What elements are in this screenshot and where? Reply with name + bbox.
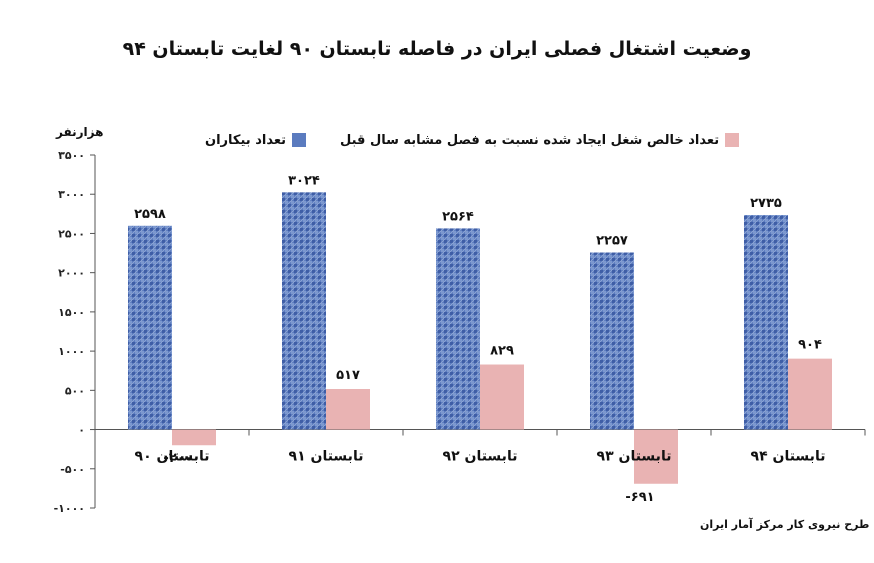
bar-net-jobs xyxy=(480,364,524,430)
data-label-unemployed: ۲۲۵۷ xyxy=(596,234,628,249)
data-label-net-jobs: ۵۱۷ xyxy=(336,368,360,383)
legend-item-unemployed: تعداد بیکاران xyxy=(205,131,307,149)
y-tick-label: ۰ xyxy=(78,424,85,437)
y-tick-label: ۳۰۰۰ xyxy=(58,188,85,201)
bar-unemployed xyxy=(128,225,172,430)
x-category-label: تابستان ۹۰ xyxy=(135,449,210,465)
y-axis-unit: هزارنفر xyxy=(56,125,104,139)
y-tick-label: ۳۵۰۰ xyxy=(58,149,85,162)
bar-net-jobs xyxy=(634,429,678,484)
bar-net-jobs xyxy=(172,429,216,446)
data-label-unemployed: ۲۵۹۸ xyxy=(134,207,166,222)
y-tick-label: -۱۰۰۰ xyxy=(54,502,85,515)
bar-unemployed xyxy=(744,215,788,430)
bar-unemployed xyxy=(282,192,326,430)
data-label-net-jobs: ۸۲۹ xyxy=(490,344,514,359)
data-label-unemployed: ۳۰۲۴ xyxy=(288,173,320,188)
x-category-label: تابستان ۹۴ xyxy=(751,449,826,465)
chart-title: وضعیت اشتغال فصلی ایران در فاصله تابستان… xyxy=(122,38,752,60)
bar-net-jobs xyxy=(788,358,832,430)
bar-unemployed xyxy=(436,228,480,430)
x-category-label: تابستان ۹۳ xyxy=(597,449,672,465)
y-tick-label: ۲۵۰۰ xyxy=(58,227,85,240)
y-tick-label: ۲۰۰۰ xyxy=(58,267,85,280)
bar-unemployed xyxy=(590,252,634,430)
legend-swatch-net-jobs xyxy=(725,133,740,147)
data-label-net-jobs: -۲۰۰ xyxy=(163,451,192,466)
legend-swatch-unemployed xyxy=(292,133,307,147)
data-label-net-jobs: -۶۹۱ xyxy=(625,490,654,505)
y-tick-label: ۵۰۰ xyxy=(65,384,85,397)
y-tick-label: ۱۵۰۰ xyxy=(58,306,85,319)
legend-label-net-jobs: تعداد خالص شغل ایجاد شده نسبت به فصل مشا… xyxy=(340,132,720,148)
data-label-unemployed: ۲۷۳۵ xyxy=(750,196,782,211)
x-category-label: تابستان ۹۲ xyxy=(443,449,518,465)
y-tick-label: ۱۰۰۰ xyxy=(58,345,85,358)
x-category-label: تابستان ۹۱ xyxy=(289,449,364,465)
legend-item-net-jobs: تعداد خالص شغل ایجاد شده نسبت به فصل مشا… xyxy=(340,131,740,149)
legend-label-unemployed: تعداد بیکاران xyxy=(205,132,287,148)
bar-net-jobs xyxy=(326,388,370,430)
data-label-unemployed: ۲۵۶۴ xyxy=(442,209,474,224)
data-label-net-jobs: ۹۰۴ xyxy=(798,338,822,353)
source-note: منبع: طرح نیروی کار مرکز آمار ایران xyxy=(700,518,874,531)
y-tick-label: -۵۰۰ xyxy=(60,463,85,476)
